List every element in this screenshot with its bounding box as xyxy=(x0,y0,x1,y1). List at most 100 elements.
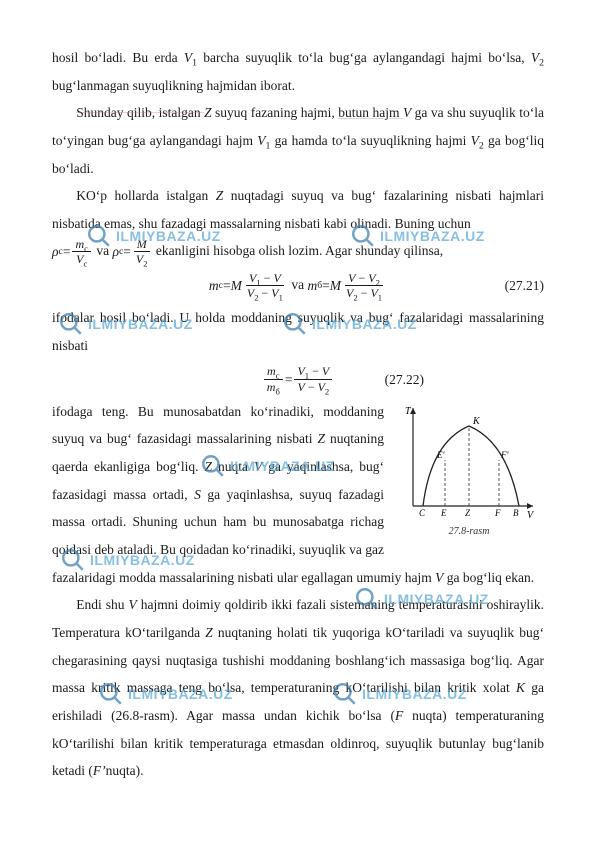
sub: c xyxy=(83,259,87,269)
label-f1: F' xyxy=(500,450,509,460)
eq: = xyxy=(322,279,330,293)
eq-part-a: mc = M V1 − V V2 − V1 xyxy=(209,272,288,300)
phase-diagram-icon: T V K E' F' C E Z F B xyxy=(399,402,539,520)
text: Endi shu xyxy=(76,597,128,612)
fraction: V1 − V V2 − V1 xyxy=(244,272,286,300)
var-f2: F’ xyxy=(93,763,106,778)
var-v: V xyxy=(129,597,137,612)
label-k: K xyxy=(472,416,481,427)
sub: 2 xyxy=(353,293,357,303)
label-e: E xyxy=(440,508,447,518)
text: va xyxy=(291,277,307,292)
var-f: F xyxy=(395,708,403,723)
eq: = xyxy=(63,245,71,259)
v: V xyxy=(297,364,304,378)
numerator: mc xyxy=(72,238,91,253)
rho: ρ xyxy=(112,245,118,259)
text: suyuq fazaning hajmi, xyxy=(212,105,339,120)
fraction: mc mб xyxy=(264,365,283,393)
label-c: C xyxy=(419,508,426,518)
sub: 2 xyxy=(539,58,544,69)
text: ga bog‘liq ekan. xyxy=(443,570,534,585)
eq-part-b: mб = M V − V2 V2 − V1 xyxy=(307,272,387,300)
formula-inline: ρc = mc Vc va ρc = M V2 ekanligini hisob… xyxy=(52,238,544,266)
rho-eq-1: ρc = mc Vc xyxy=(52,238,93,266)
equation-27-21: mc = M V1 − V V2 − V1 va mб = M V − V2 V… xyxy=(52,272,544,300)
paragraph: Endi shu V hajmni doimiy qoldirib ikki f… xyxy=(52,591,544,785)
var-z: Z xyxy=(204,105,212,120)
m: m xyxy=(75,237,84,251)
fraction: M V2 xyxy=(133,238,151,266)
axis-t-label: T xyxy=(405,406,412,417)
var-z: Z xyxy=(205,459,213,474)
var-v: V xyxy=(254,459,262,474)
var-v1: V xyxy=(184,50,192,65)
text: va xyxy=(96,243,112,258)
rho-eq-2: ρc = M V2 xyxy=(112,238,152,266)
text: barcha suyuqlik to‘la bug‘ga aylangandag… xyxy=(197,50,531,65)
denominator: V2 xyxy=(133,252,151,266)
denominator: Vc xyxy=(73,252,90,266)
equation-number: (27.22) xyxy=(385,371,424,389)
label-f: F xyxy=(494,508,501,518)
fraction: mc Vc xyxy=(72,238,91,266)
v: V xyxy=(368,271,375,285)
m: m xyxy=(307,279,317,293)
fraction: V1 − V V − V2 xyxy=(294,365,332,393)
label-b: B xyxy=(513,508,519,518)
numerator: V1 − V xyxy=(246,272,284,287)
denominator: V2 − V1 xyxy=(343,286,385,300)
denominator: V2 − V1 xyxy=(244,286,286,300)
v: V xyxy=(297,380,304,394)
text-with-figure: T V K E' F' C E Z F B 27.8-rasm ifodaga … xyxy=(52,398,544,592)
m-big: M xyxy=(137,237,147,251)
eq: = xyxy=(285,373,293,387)
eq: = xyxy=(223,279,231,293)
var-s: S xyxy=(194,487,201,502)
sub: 1 xyxy=(279,293,283,303)
text: ekanligini hisobga olish lozim. Agar shu… xyxy=(156,243,443,258)
m: m xyxy=(267,364,276,378)
var-v2: V xyxy=(471,133,479,148)
text: butun hajm xyxy=(338,105,403,120)
paragraph: ifodalar hosil bo‘ladi. U holda moddanin… xyxy=(52,304,544,359)
numerator: mc xyxy=(264,365,283,380)
numerator: M xyxy=(134,238,150,253)
v: V xyxy=(370,286,377,300)
paragraph: hosil bo‘ladi. Bu erda V1 barcha suyuqli… xyxy=(52,44,544,99)
numerator: V1 − V xyxy=(294,365,332,380)
text: bug‘lanmagan suyuqlikning hajmidan ibora… xyxy=(52,78,295,93)
paragraph: Shunday qilib, istalgan Z suyuq fazaning… xyxy=(52,99,544,182)
paragraph: KO‘p hollarda istalgan Z nuqtadagi suyuq… xyxy=(52,182,544,237)
m-big: M xyxy=(231,279,242,293)
v: V xyxy=(271,286,278,300)
text: nuqta xyxy=(212,459,254,474)
v: V xyxy=(318,380,325,394)
var-k: K xyxy=(516,680,525,695)
eq: = xyxy=(123,245,131,259)
v: V xyxy=(322,364,329,378)
sub: 1 xyxy=(378,293,382,303)
text: hosil bo‘ladi. Bu erda xyxy=(52,50,184,65)
v: V xyxy=(273,271,280,285)
var-v: V xyxy=(403,105,411,120)
axis-v-label: V xyxy=(527,510,535,520)
sub: б xyxy=(275,386,279,396)
fraction: V − V2 V2 − V1 xyxy=(343,272,385,300)
denominator: mб xyxy=(264,380,283,394)
m-big: M xyxy=(330,279,341,293)
figure-caption: 27.8-rasm xyxy=(394,522,544,543)
text: nuqta). xyxy=(106,763,144,778)
numerator: V − V2 xyxy=(345,272,383,287)
sub: 2 xyxy=(325,386,329,396)
equation-number: (27.21) xyxy=(505,277,544,295)
m: m xyxy=(209,279,219,293)
label-z: Z xyxy=(465,508,471,518)
eq22-frac: mc mб = V1 − V V − V2 xyxy=(262,365,334,393)
figure-27-8: T V K E' F' C E Z F B 27.8-rasm xyxy=(394,402,544,543)
sub: 2 xyxy=(143,259,147,269)
var-z: Z xyxy=(317,431,325,446)
var-z: Z xyxy=(205,625,213,640)
sub: 2 xyxy=(254,293,258,303)
var-v2: V xyxy=(531,50,539,65)
